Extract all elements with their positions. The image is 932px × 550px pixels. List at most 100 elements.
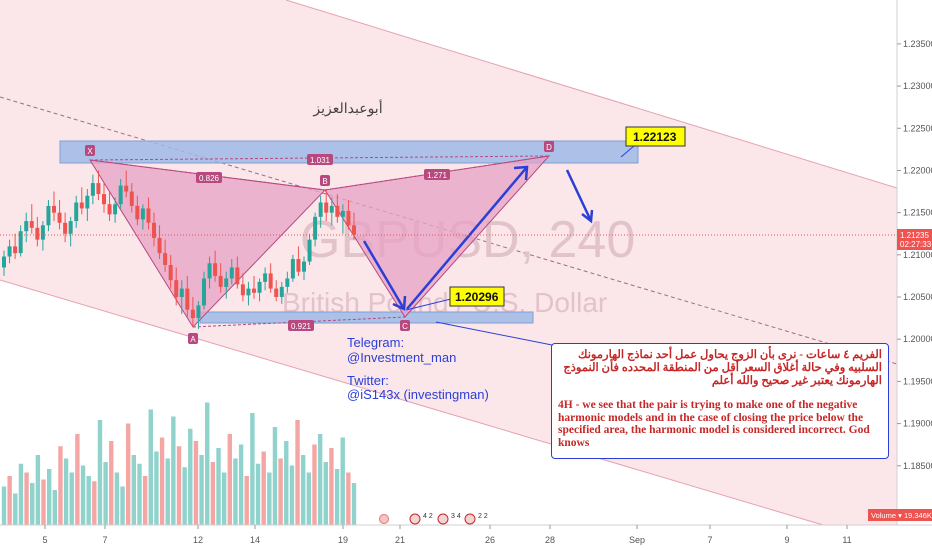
candle-body [296, 259, 301, 272]
candle-body [185, 288, 190, 310]
candle-body [124, 185, 129, 192]
candle-body [268, 273, 273, 289]
volume-bar [63, 458, 69, 525]
y-tick-label: 1.21500 [903, 208, 932, 218]
event-badges[interactable]: 4 2 3 4 2 2 [379, 513, 488, 525]
event-badge-3: 2 2 [478, 513, 488, 520]
candle-body [174, 280, 179, 298]
candle-body [57, 212, 62, 223]
x-tick-label: 12 [193, 535, 203, 545]
candle-body [29, 221, 34, 228]
candle-body [190, 309, 195, 319]
arrow-down-after-d [565, 169, 593, 222]
candle-body [257, 281, 262, 293]
candle-body [307, 239, 312, 262]
analysis-note: الفريم ٤ ساعات - نرى بأن الزوج يحاول عمل… [551, 343, 889, 459]
volume-bar [131, 455, 137, 525]
x-tick-label: 28 [545, 535, 555, 545]
volume-bar [109, 441, 114, 525]
candle-body [279, 286, 284, 298]
ratio-badge [288, 320, 314, 331]
candle-body [224, 278, 229, 287]
volume-bar [120, 486, 125, 525]
candle-body [2, 256, 6, 268]
volume-bar [278, 458, 283, 525]
resistance-zone[interactable] [59, 140, 639, 164]
candle-body [324, 202, 329, 213]
us-flag-icon [464, 513, 476, 525]
volume-bar [346, 472, 351, 525]
candle-body [318, 202, 323, 217]
volume-bar [329, 448, 334, 525]
volume-bar [7, 476, 12, 525]
volume-bar [312, 444, 317, 525]
volume-bar [182, 467, 187, 525]
candle-body [140, 208, 145, 220]
candle-body [168, 264, 173, 281]
ratio-badge [196, 172, 222, 183]
telegram-heading: Telegram: [347, 335, 404, 350]
volume-bar [13, 493, 18, 525]
current-price-time: 02:27:33 [900, 240, 932, 249]
pattern-point-badge [544, 141, 554, 152]
volume-bar [159, 437, 165, 525]
volume-bar [227, 434, 233, 525]
ratio-badge [424, 169, 450, 180]
current-price-tag [897, 229, 932, 250]
volume-bar [165, 458, 170, 525]
candle-body [252, 288, 256, 293]
note-connector [435, 321, 553, 346]
pattern-point-badge [400, 320, 410, 331]
x-tick-label: 5 [42, 535, 47, 545]
candle-body [290, 259, 295, 279]
volume-bar [137, 463, 142, 525]
volume-bar [75, 434, 80, 525]
volume-bar [188, 428, 193, 525]
x-tick-label: 7 [707, 535, 712, 545]
volume-bar [255, 463, 261, 525]
pattern-point-label: D [546, 143, 552, 152]
arrow-down-to-c [362, 240, 406, 310]
y-tick-label: 1.19000 [903, 419, 932, 429]
volume-bar [58, 446, 63, 525]
candle-body [346, 210, 351, 226]
pattern-ratio-line [89, 155, 550, 161]
y-tick-label: 1.20500 [903, 292, 932, 302]
volume-series [1, 402, 357, 525]
candle-body [46, 205, 51, 226]
callout-upper: 1.22123 [620, 126, 686, 158]
candle-body [274, 288, 279, 298]
candle-body [152, 222, 156, 238]
volume-bar [289, 465, 295, 525]
note-arabic: الفريم ٤ ساعات - نرى بأن الزوج يحاول عمل… [563, 349, 882, 387]
volume-bar [261, 451, 266, 525]
candle-body [118, 185, 123, 205]
volume-bar [142, 476, 148, 525]
twitter-handle: @iS143x (investingman) [347, 387, 489, 402]
current-price-value: 1.21235 [900, 231, 929, 240]
pattern-point-label: B [322, 177, 327, 186]
volume-bar [233, 458, 238, 525]
volume-tag-label: Volume ▾ 19.346K [871, 511, 932, 520]
volume-bar [284, 441, 289, 525]
candle-body [246, 288, 251, 296]
channel-lower-line [0, 279, 824, 526]
candle-body [240, 284, 245, 296]
candle-body [63, 222, 68, 234]
support-zone[interactable] [199, 311, 534, 324]
candle-body [129, 191, 134, 206]
flag-event-icon [379, 514, 389, 524]
x-tick-label: 19 [338, 535, 348, 545]
x-tick-label: Sep [629, 535, 645, 545]
volume-bar [340, 437, 345, 525]
x-tick-label: 26 [485, 535, 495, 545]
ratio-badge [307, 154, 333, 165]
volume-bar [176, 446, 182, 525]
candle-body [313, 216, 318, 240]
volume-bar [272, 427, 278, 525]
us-flag-icon [409, 513, 421, 525]
candle-body [102, 194, 106, 205]
candle-body [335, 205, 340, 217]
candlestick-series [2, 170, 356, 330]
